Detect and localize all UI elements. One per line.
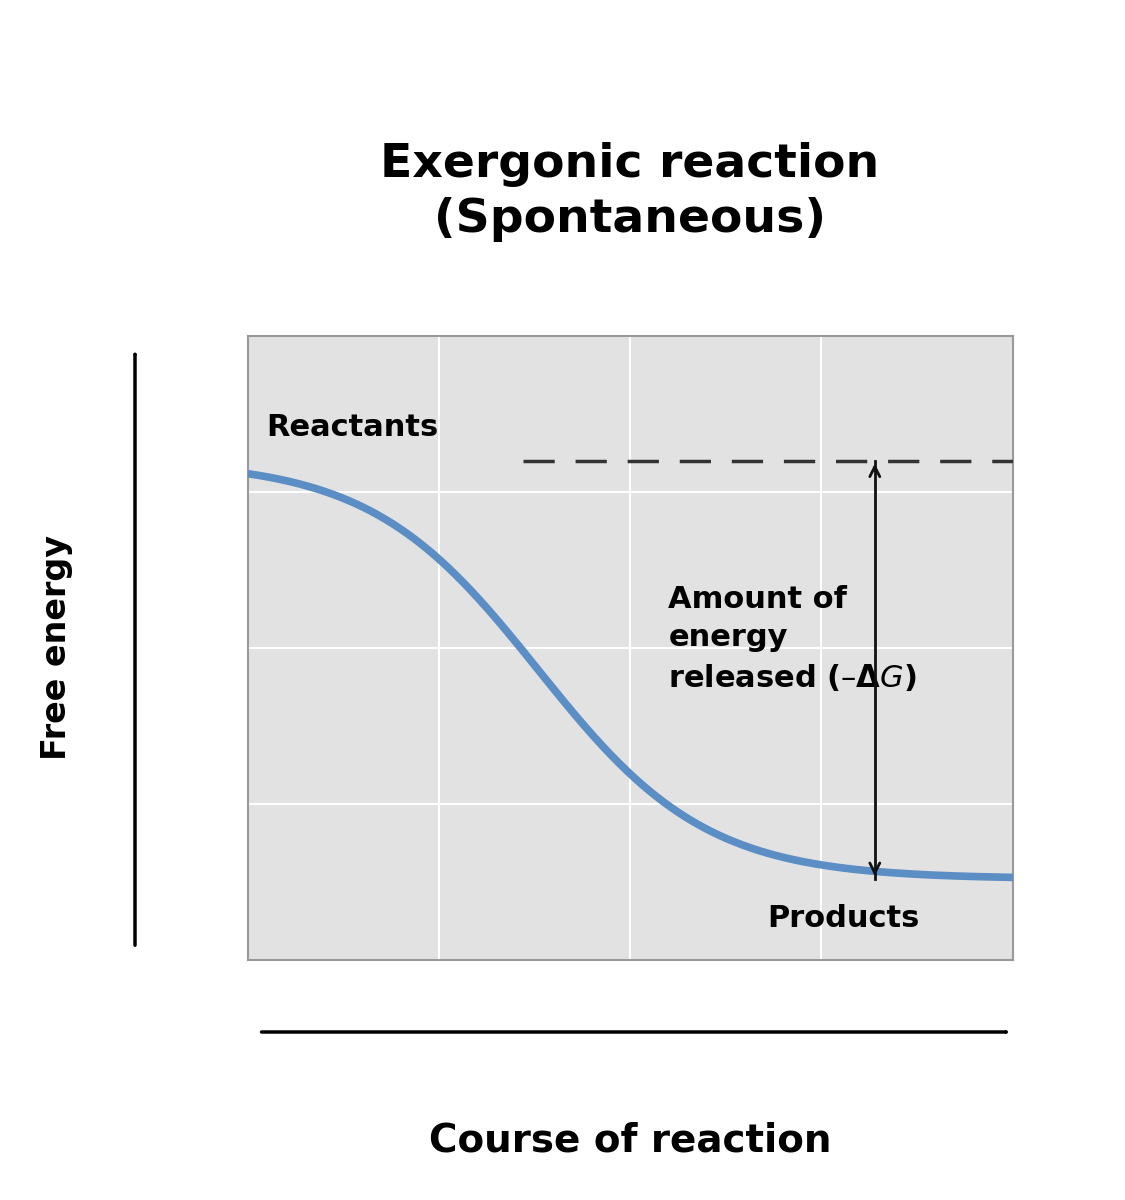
Text: Exergonic reaction
(Spontaneous): Exergonic reaction (Spontaneous): [380, 142, 880, 242]
Text: Amount of
energy
released (–Δ$G$): Amount of energy released (–Δ$G$): [668, 584, 917, 692]
Text: Free energy: Free energy: [39, 535, 73, 761]
Text: Course of reaction: Course of reaction: [429, 1121, 831, 1159]
Text: Reactants: Reactants: [267, 413, 439, 442]
Text: Products: Products: [767, 904, 920, 932]
